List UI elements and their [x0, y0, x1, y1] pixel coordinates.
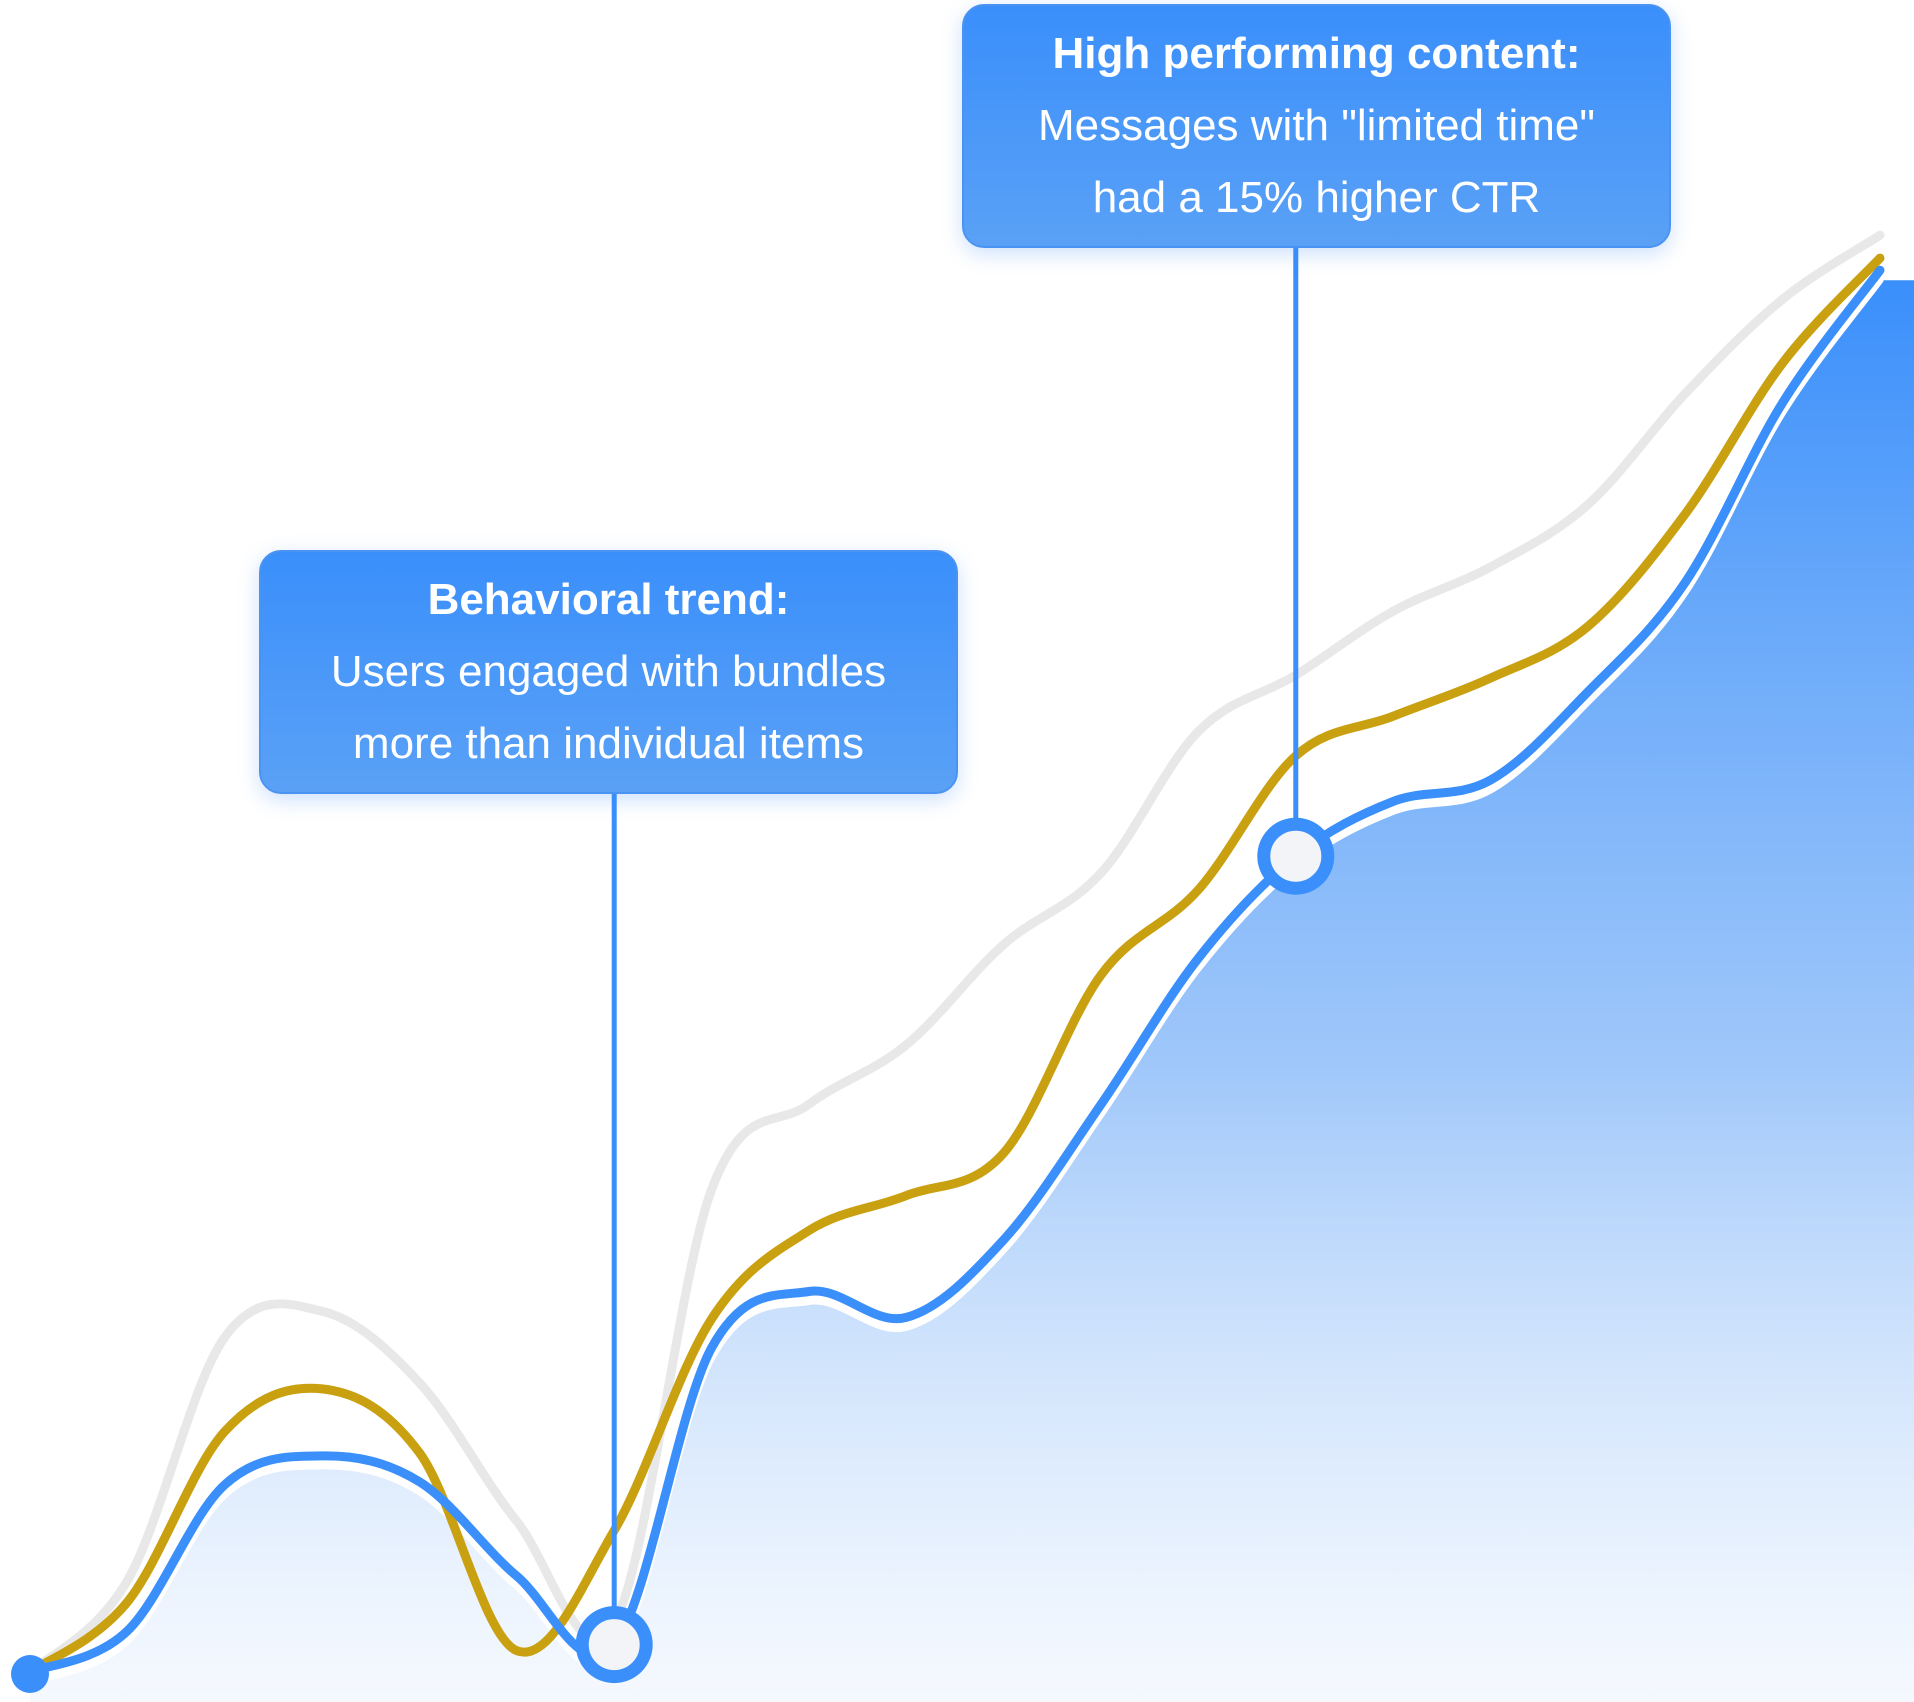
annotation-marker-behavioral[interactable] — [575, 1606, 653, 1684]
primary-series-area — [30, 280, 1914, 1702]
callout-line: more than individual items — [352, 719, 865, 768]
callout-line: Users engaged with bundles — [330, 647, 887, 696]
callout-line: Messages with "limited time" — [1038, 101, 1595, 150]
series-line-gray — [25, 230, 1885, 1677]
primary-series-area-edge — [26, 276, 1884, 1686]
callout-high-performing-content: High performing content: Messages with "… — [962, 4, 1671, 248]
callout-title: Behavioral trend: — [427, 575, 790, 624]
series-line-gold — [25, 253, 1885, 1677]
callout-title: High performing content: — [1052, 29, 1581, 78]
series-start-point — [11, 1655, 49, 1693]
series-line-primary — [25, 265, 1885, 1677]
annotation-marker-content[interactable] — [1257, 817, 1335, 895]
callout-behavioral-trend: Behavioral trend: Users engaged with bun… — [259, 550, 958, 794]
callout-line: had a 15% higher CTR — [1092, 173, 1541, 222]
